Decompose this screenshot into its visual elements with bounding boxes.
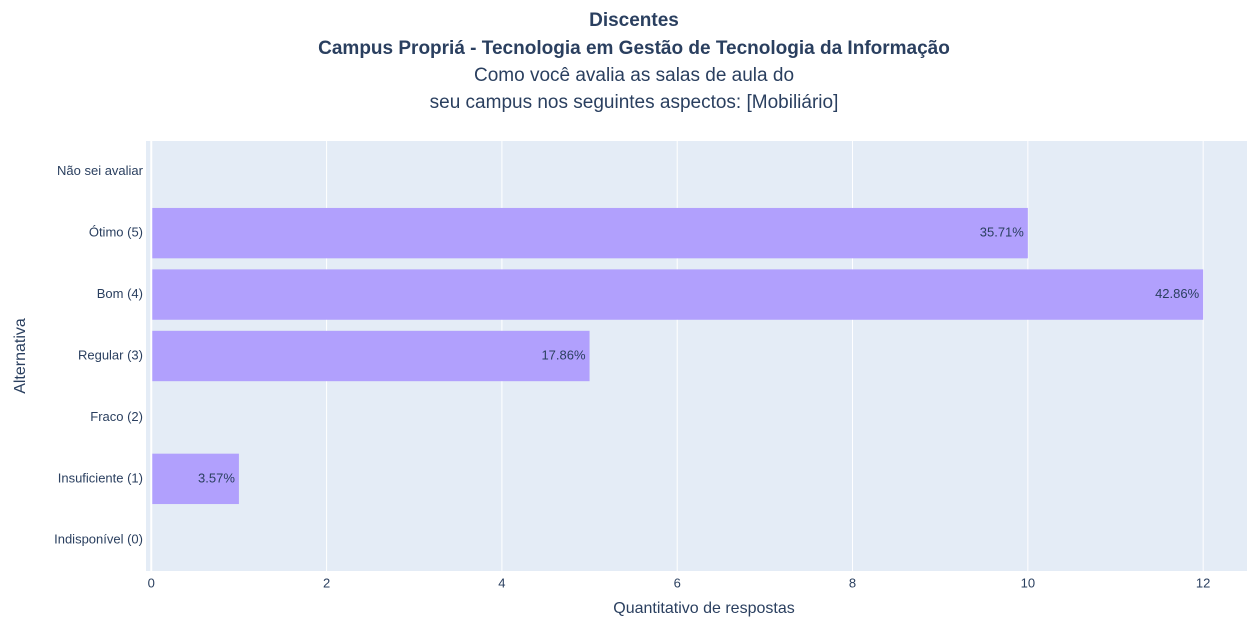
data-label: 3.57% (198, 470, 235, 485)
y-tick-label: Indisponível (0) (54, 532, 143, 547)
y-tick-label: Não sei avaliar (57, 163, 144, 178)
y-tick-label: Fraco (2) (90, 409, 143, 424)
y-axis-label: Alternativa (12, 318, 29, 394)
y-tick-label: Regular (3) (78, 347, 143, 362)
x-axis-label: Quantitativo de respostas (613, 600, 794, 617)
x-tick-label: 0 (148, 575, 155, 590)
data-label: 42.86% (1155, 286, 1200, 301)
data-label: 17.86% (541, 347, 586, 362)
x-tick-label: 8 (849, 575, 856, 590)
y-tick-label: Ótimo (5) (89, 225, 143, 240)
data-label: 35.71% (980, 225, 1025, 240)
bar (151, 269, 1204, 320)
y-tick-label: Bom (4) (97, 286, 143, 301)
x-tick-label: 4 (498, 575, 505, 590)
bar (151, 207, 1028, 259)
x-tick-label: 10 (1021, 575, 1035, 590)
x-tick-label: 6 (674, 575, 681, 590)
chart-subtitle: seu campus nos seguintes aspectos: [Mobi… (430, 92, 839, 113)
x-tick-label: 2 (323, 575, 330, 590)
chart-title: Campus Propriá - Tecnologia em Gestão de… (318, 38, 950, 59)
chart-subtitle: Como você avalia as salas de aula do (474, 65, 794, 86)
bar (151, 330, 590, 382)
chart-title: Discentes (589, 10, 679, 31)
y-tick-label: Insuficiente (1) (58, 470, 143, 485)
bar (151, 453, 239, 505)
x-tick-label: 12 (1196, 575, 1210, 590)
